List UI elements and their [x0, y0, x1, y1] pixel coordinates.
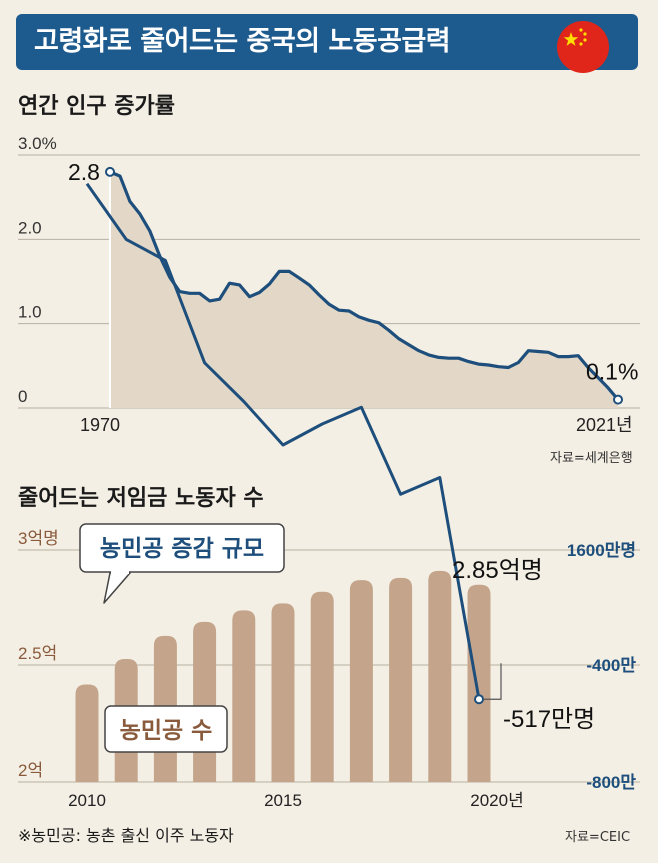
- bar-2015: [271, 603, 295, 782]
- growth-area: [110, 171, 618, 408]
- china-flag-icon: [557, 21, 609, 73]
- x-tick-label: 2021년: [576, 415, 633, 435]
- right-tick-label: 1600만명: [567, 541, 636, 560]
- legend-line-label: 농민공 증감 규모: [100, 536, 264, 562]
- bar-2018: [389, 577, 413, 782]
- line-point: [474, 694, 484, 705]
- footnote: ※농민공: 농촌 출신 이주 노동자: [18, 826, 234, 845]
- bar-2017: [349, 580, 373, 782]
- chart2-title: 줄어드는 저임금 노동자 수: [18, 486, 264, 511]
- change-line: [85, 182, 481, 700]
- callout-joint: [111, 571, 129, 574]
- x-tick-label: 2015: [264, 791, 302, 810]
- bar-2014: [232, 610, 256, 782]
- page-title: 고령화로 줄어드는 중국의 노동공급력: [34, 26, 451, 57]
- legend-bar-label: 농민공 수: [120, 718, 213, 744]
- left-tick-label: 3억명: [18, 529, 59, 548]
- leader-line: [483, 663, 502, 700]
- callout-pointer: [103, 572, 131, 604]
- right-tick-label: -400만: [586, 656, 636, 675]
- title-banner: 고령화로 줄어드는 중국의 노동공급력: [16, 14, 638, 70]
- y-tick-label: 0: [18, 387, 27, 406]
- bar-2010: [75, 684, 99, 782]
- x-tick-label: 1970: [80, 415, 120, 435]
- line-data-label: -517만명: [503, 706, 595, 733]
- left-tick-label: 2.5억: [18, 644, 57, 663]
- right-tick-label: -800만: [586, 773, 636, 792]
- bar-2016: [310, 591, 334, 782]
- chart1-source: 자료=세계은행: [550, 451, 633, 466]
- x-tick-label: 2010: [68, 791, 106, 810]
- bar-2019: [428, 570, 452, 782]
- chart1-title: 연간 인구 증가률: [18, 94, 175, 119]
- legend-bar-box: [104, 705, 228, 753]
- population-growth-chart: 3.0% 2.0 1.0 0 1970 2021년 2.8 0.1%: [18, 134, 640, 435]
- data-label: 2.8: [68, 159, 100, 185]
- legend-line-box: [79, 523, 285, 573]
- growth-line: [109, 170, 620, 401]
- data-label: 0.1%: [586, 359, 638, 385]
- data-point: [105, 166, 115, 177]
- bar-data-label: 2.85억명: [452, 557, 543, 584]
- bar-2013: [193, 621, 217, 782]
- y-tick-label: 3.0%: [18, 134, 57, 153]
- x-tick-label: 2020년: [470, 791, 523, 810]
- data-point: [613, 394, 623, 405]
- bar-2020: [467, 584, 491, 782]
- left-tick-label: 2억: [18, 761, 43, 780]
- y-tick-label: 1.0: [18, 303, 42, 322]
- chart2-source: 자료=CEIC: [565, 830, 631, 845]
- y-tick-label: 2.0: [18, 218, 42, 237]
